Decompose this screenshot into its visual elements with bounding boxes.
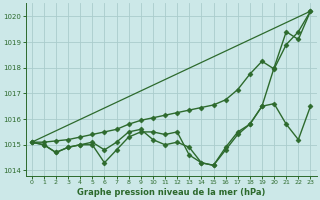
X-axis label: Graphe pression niveau de la mer (hPa): Graphe pression niveau de la mer (hPa) xyxy=(77,188,265,197)
